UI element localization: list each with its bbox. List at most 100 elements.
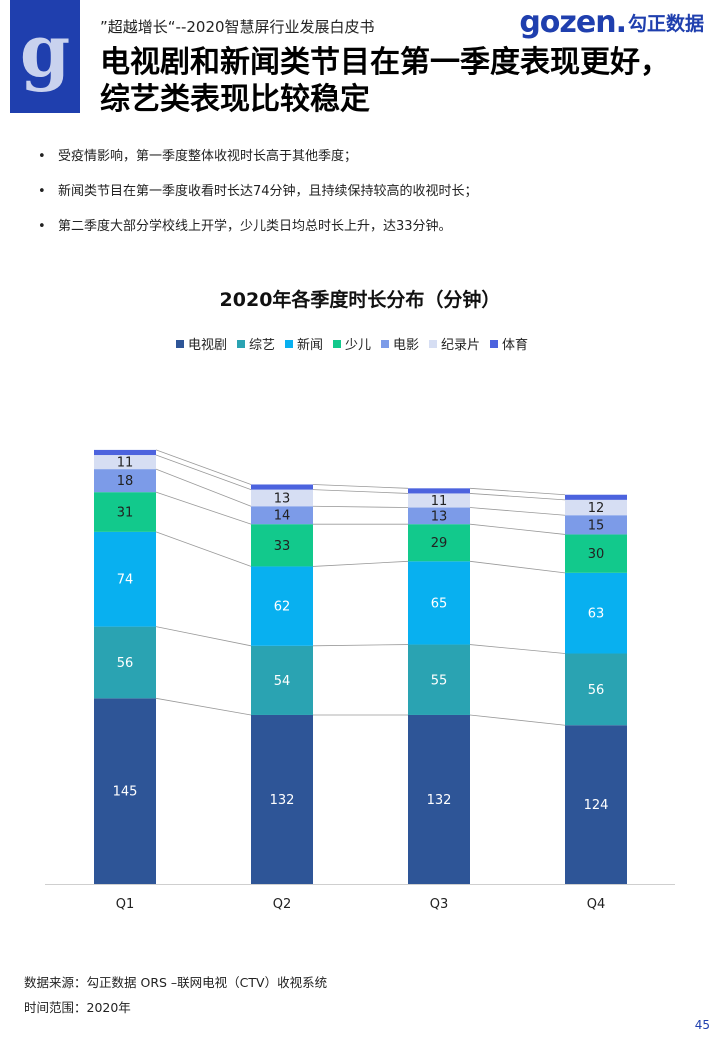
bullet-dot-icon: • [38,219,46,234]
x-tick-label: Q1 [116,897,135,912]
connector-line [312,560,409,567]
data-label: 62 [274,600,291,615]
bullet-text: 第二季度大部分学校线上开学，少儿类日均总时长上升，达33分钟。 [58,219,452,234]
data-label: 56 [588,683,605,698]
bar-segment [251,645,313,715]
brand-name-cn: 勾正数据 [627,12,704,35]
bar-segment [94,626,156,699]
bar-segment [94,449,156,456]
bullet-item: • 受疫情影响，第一季度整体收视时长高于其他季度； [38,146,478,181]
connector-line [155,454,252,490]
x-tick-label: Q2 [273,897,292,912]
stacked-bar-chart: 2020年各季度时长分布（分钟） 电视剧 综艺 新闻 少儿 电影 纪录片 体育 145 56 74 3… [45,288,675,912]
legend-swatch [381,340,389,348]
connector-line [155,531,252,567]
data-label: 18 [117,474,134,489]
connector-line [469,487,566,496]
data-source-note: 数据来源：勾正数据 ORS –联网电视（CTV）收视系统 [24,975,328,990]
bar-segment [408,493,470,508]
logo-block: g [10,0,80,113]
data-label: 11 [431,494,448,509]
data-label: 31 [117,506,134,521]
legend-swatch [176,340,184,348]
bar-segment [94,531,156,627]
bar-segment [408,524,470,562]
bar-segment [565,494,627,500]
connector-line [155,697,252,716]
report-subtitle: ”超越增长“--2020智慧屏行业发展白皮书 [100,18,375,36]
data-label: 12 [588,501,605,516]
bullet-dot-icon: • [38,149,46,164]
bar-segment [565,653,627,726]
bar-segment [408,561,470,645]
bullet-dot-icon: • [38,184,46,199]
legend-swatch [285,340,293,348]
data-label: 11 [117,456,134,471]
brand-name-en: gozen. [519,4,627,40]
data-label: 29 [431,536,448,551]
bar-segment [94,698,156,884]
connector-line [312,505,409,508]
logo-g-icon: g [19,8,71,93]
legend-swatch [333,340,341,348]
page-number: 45 [694,1018,710,1032]
connector-line [155,468,252,507]
bullet-item: • 第二季度大部分学校线上开学，少儿类日均总时长上升，达33分钟。 [38,216,478,251]
x-tick-label: Q3 [430,897,449,912]
bar-segment [94,492,156,532]
connector-line [469,714,566,726]
connector-line [469,493,566,501]
bullet-item: • 新闻类节目在第一季度收看时长达74分钟，且持续保持较高的收视时长； [38,181,478,216]
chart-title: 2020年各季度时长分布（分钟） [220,288,501,311]
time-range-note: 时间范围：2020年 [24,1000,131,1015]
legend-label: 少儿 [345,338,371,353]
bar-segment [408,507,470,525]
bullet-text: 新闻类节目在第一季度收看时长达74分钟，且持续保持较高的收视时长； [58,184,478,199]
data-label: 15 [588,518,605,533]
legend-swatch [490,340,498,348]
connector-line [155,491,252,525]
bar-segment [94,455,156,470]
connector-line [312,644,409,647]
legend-label: 纪录片 [441,338,480,353]
bar-segment [408,644,470,715]
legend-label: 综艺 [249,338,275,353]
bar-segment [565,499,627,516]
page-title-line-2: 综艺类表现比较稳定 [100,82,370,117]
bar-segment [251,566,313,646]
data-label: 145 [113,785,138,800]
connector-line [312,484,409,489]
bar-segment [565,534,627,573]
data-label: 33 [274,539,291,554]
connector-line [312,489,409,494]
brand-logo: gozen. 勾正数据 [519,4,704,40]
bar-segment [565,572,627,654]
bar-segment [251,524,313,567]
connector-line [469,507,566,516]
bar-segment [251,489,313,507]
connector-line [155,626,252,647]
x-tick-label: Q4 [587,897,606,912]
connector-line [469,644,566,654]
data-label: 14 [274,509,291,524]
data-label: 65 [431,596,448,611]
bar-segment [408,714,470,884]
data-label: 13 [431,509,448,524]
legend-label: 电视剧 [188,338,227,353]
connector-line [469,523,566,535]
legend-label: 体育 [502,337,528,353]
data-label: 132 [270,793,295,808]
bar-segment [251,484,313,490]
data-label: 56 [117,656,134,671]
data-label: 13 [274,491,291,506]
bar-segment [565,515,627,535]
page-title: 电视剧和新闻类节目在第一季度表现更好， 综艺类表现比较稳定 [100,44,700,118]
bar-segment [251,506,313,525]
legend-label: 新闻 [297,337,323,353]
data-label: 63 [588,607,605,622]
data-label: 54 [274,674,291,689]
data-label: 124 [584,798,609,813]
connector-line [155,449,252,485]
legend-swatch [237,340,245,348]
bar-segment [251,714,313,884]
